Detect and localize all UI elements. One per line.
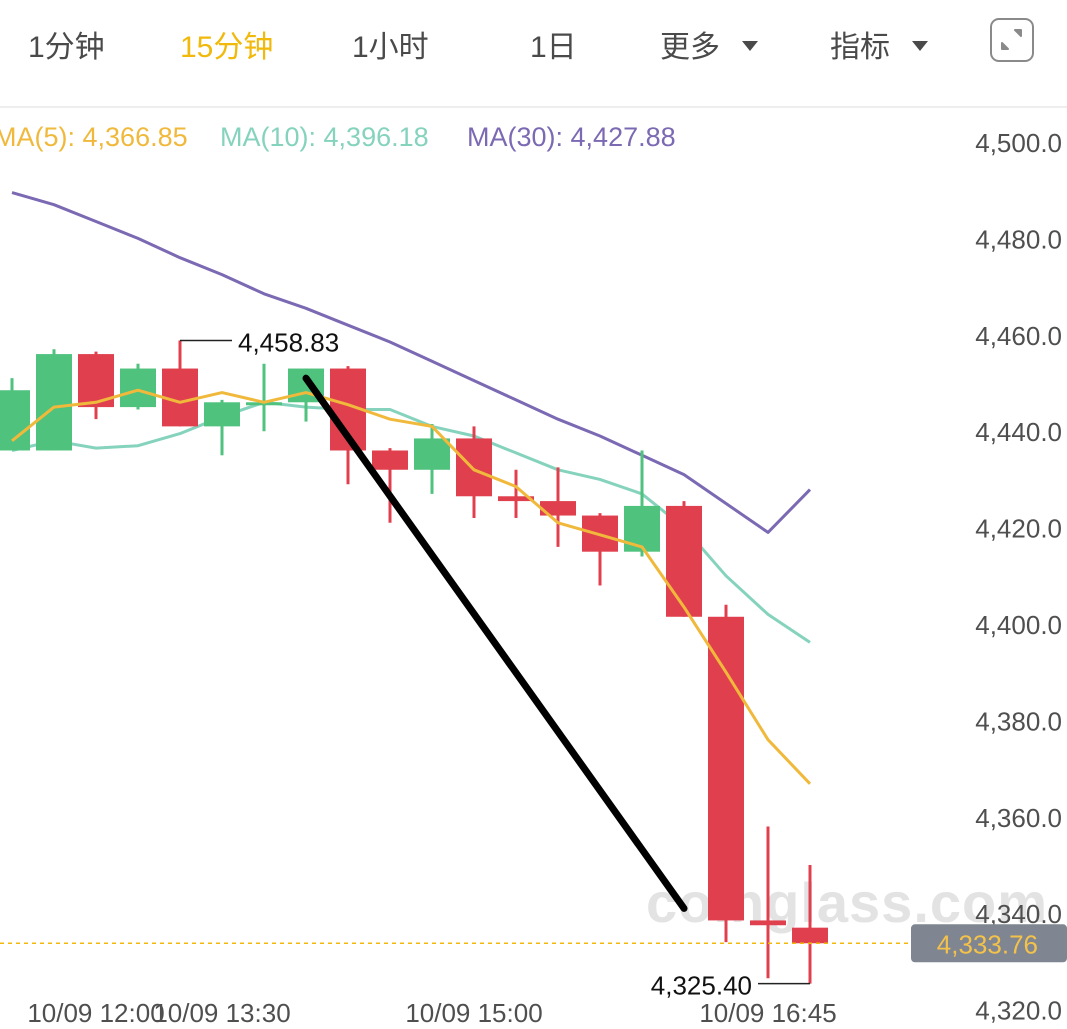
y-tick-label: 4,480.0 [975,224,1062,254]
x-tick-label: 10/09 12:00 [27,998,164,1028]
ma30-line [11,191,812,534]
y-tick-label: 4,380.0 [975,706,1062,736]
ma30-legend-label: MA(30) [467,122,556,152]
y-tick-label: 4,320.0 [975,996,1062,1026]
y-tick-label: 4,360.0 [975,803,1062,833]
header-divider [0,106,1067,108]
caret-down-icon [742,41,758,52]
candle-body [624,505,660,552]
candle-body [456,438,492,497]
candle-body [36,354,72,451]
candle-body [666,505,702,617]
tab-more[interactable]: 更多 [660,22,758,66]
tab-indicators-label: 指标 [830,31,890,64]
ma5-line [11,388,812,785]
ma30-legend: MA(30): 4,427.88 [467,122,676,152]
expand-button[interactable] [990,18,1034,62]
tab-more-label: 更多 [660,31,720,64]
ma10-legend: MA(10): 4,396.18 [220,122,429,152]
tab-indicators[interactable]: 指标 [830,22,928,66]
ma10-legend-label: MA(10) [220,122,309,152]
caret-down-icon [912,41,928,52]
tab-15m[interactable]: 15分钟 [180,31,274,64]
candle-body [120,368,156,408]
y-tick-label: 4,420.0 [975,514,1062,544]
y-tick-label: 4,340.0 [975,899,1062,929]
high-marker-label: 4,458.83 [238,327,339,357]
current-price-badge [911,924,1067,963]
candle-body [498,496,534,502]
tab-1d[interactable]: 1日 [530,31,577,64]
candle-body [792,927,828,944]
y-tick-label: 4,400.0 [975,610,1062,640]
candle-body [708,616,744,921]
x-tick-label: 10/09 13:30 [153,998,290,1028]
ma5-legend-value: 4,366.85 [82,122,188,152]
x-tick-label: 10/09 16:45 [699,998,836,1028]
y-tick-label: 4,500.0 [975,128,1062,158]
ma30-legend-value: 4,427.88 [570,122,676,152]
y-tick-label: 4,460.0 [975,321,1062,351]
candle-body [540,501,576,516]
candle-body [204,402,240,427]
timeframe-bar: 1分钟 15分钟 1小时 1日 更多 指标 [0,0,1067,88]
ma5-legend-label: MA(5) [0,122,68,152]
candle-body [750,920,786,926]
low-marker-label: 4,325.40 [651,971,752,1001]
expand-icon [1001,29,1022,50]
ma5-legend: MA(5): 4,366.85 [0,122,188,153]
current-price-label: 4,333.76 [937,929,1038,959]
tab-1h[interactable]: 1小时 [352,31,429,64]
x-tick-label: 10/09 15:00 [405,998,542,1028]
tab-1m[interactable]: 1分钟 [28,31,105,64]
ma10-legend-value: 4,396.18 [323,122,429,152]
y-tick-label: 4,440.0 [975,417,1062,447]
candle-body [0,390,30,451]
candle-body [414,438,450,470]
candle-body [372,450,408,470]
trend-line [302,374,688,912]
